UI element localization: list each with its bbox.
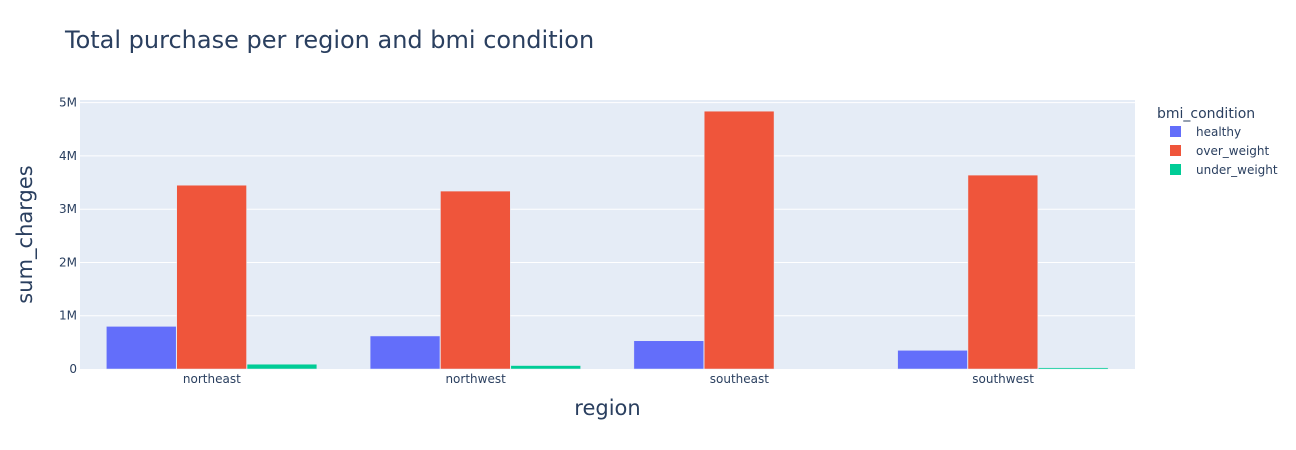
- gridlines: [80, 102, 1135, 317]
- legend-label: over_weight: [1196, 144, 1270, 158]
- y-tick-label: 2M: [59, 255, 77, 269]
- bar-healthy-northwest[interactable]: [369, 335, 441, 370]
- bar-healthy-southeast[interactable]: [633, 340, 704, 370]
- y-tick-label: 3M: [59, 202, 77, 216]
- bar-under_weight-northeast[interactable]: [246, 363, 318, 370]
- legend-swatch: [1170, 145, 1181, 156]
- legend-swatch: [1170, 126, 1181, 137]
- bar-over_weight-southeast[interactable]: [703, 110, 775, 370]
- legend-item-over_weight[interactable]: over_weight: [1170, 144, 1270, 158]
- bar-over_weight-northwest[interactable]: [440, 190, 511, 370]
- x-tick-label: northwest: [445, 372, 506, 386]
- bar-healthy-northeast[interactable]: [106, 326, 177, 370]
- y-axis-ticks: 0 1M 2M 3M 4M 5M: [59, 96, 77, 376]
- legend-item-healthy[interactable]: healthy: [1170, 125, 1241, 139]
- x-tick-label: southwest: [972, 372, 1034, 386]
- bar-over_weight-southwest[interactable]: [967, 174, 1039, 370]
- plot-area: [80, 100, 1135, 369]
- x-tick-label: northeast: [183, 372, 241, 386]
- x-axis-ticks: northeast northwest southeast southwest: [183, 372, 1034, 386]
- y-tick-label: 0: [69, 362, 77, 376]
- bar-under_weight-southwest[interactable]: [1038, 367, 1109, 370]
- chart-title: Total purchase per region and bmi condit…: [65, 26, 595, 54]
- legend-title: bmi_condition: [1157, 106, 1255, 122]
- legend-item-under_weight[interactable]: under_weight: [1170, 163, 1278, 177]
- y-tick-label: 5M: [59, 96, 77, 110]
- bars: [106, 110, 1109, 370]
- x-axis-title: region: [574, 396, 640, 420]
- bar-healthy-southwest[interactable]: [897, 350, 968, 370]
- y-tick-label: 1M: [59, 309, 77, 323]
- y-axis-title: sum_charges: [13, 165, 38, 303]
- y-tick-label: 4M: [59, 149, 77, 163]
- legend-label: under_weight: [1196, 163, 1278, 177]
- legend-swatch: [1170, 164, 1181, 175]
- x-tick-label: southeast: [710, 372, 769, 386]
- bar-under_weight-northwest[interactable]: [510, 365, 581, 370]
- legend[interactable]: bmi_condition healthy over_weight under_we…: [1157, 106, 1278, 177]
- bar-over_weight-northeast[interactable]: [176, 184, 247, 370]
- legend-label: healthy: [1196, 125, 1241, 139]
